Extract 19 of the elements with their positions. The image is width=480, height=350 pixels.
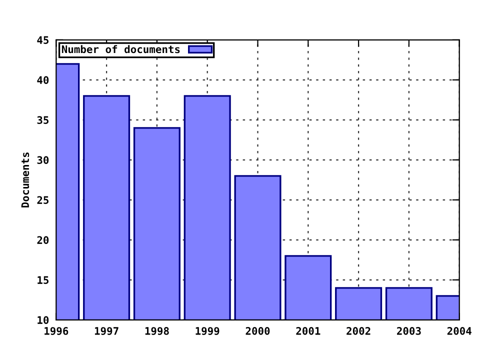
x-tick-label: 1998: [145, 327, 169, 335]
y-tick-label: 10: [38, 316, 49, 324]
x-tick-label: 2001: [296, 327, 320, 335]
x-tick-label: 2004: [447, 327, 472, 335]
y-tick-label: 15: [38, 276, 49, 284]
y-axis-title: Documents: [21, 152, 30, 208]
y-tick-label: 20: [37, 236, 49, 244]
y-tick-label: 25: [37, 196, 49, 204]
x-tick-label: 1996: [44, 327, 68, 335]
y-tick-label: 45: [37, 36, 49, 44]
x-tick-label: 1997: [94, 327, 118, 335]
x-tick-label: 1999: [196, 327, 220, 335]
x-tick-label: 2003: [397, 327, 421, 335]
y-tick-label: 35: [37, 116, 49, 124]
x-tick-label: 2002: [346, 327, 370, 335]
y-tick-label: 40: [37, 76, 49, 84]
y-tick-label: 30: [37, 156, 49, 164]
legend-label: Number of documents: [62, 45, 180, 54]
x-tick-label: 2000: [246, 327, 270, 335]
